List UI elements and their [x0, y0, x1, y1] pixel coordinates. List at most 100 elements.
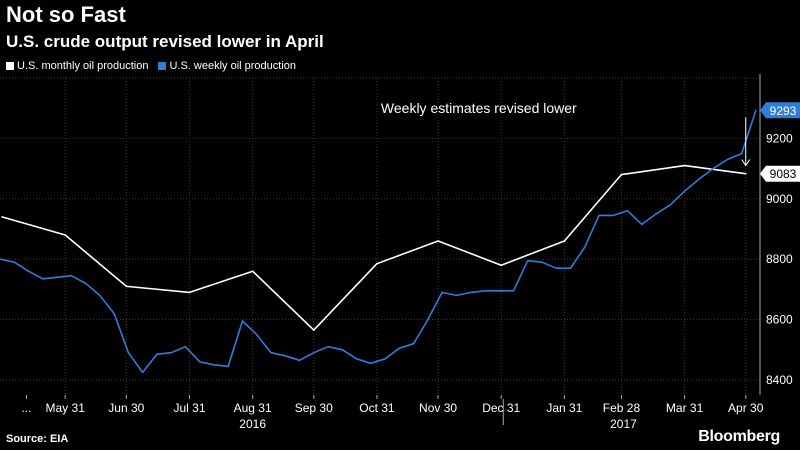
series-line-weekly — [0, 110, 757, 374]
y-tick-label: 8600 — [766, 313, 793, 327]
x-tick-label: Dec 31 — [482, 401, 520, 415]
data-point-weekly — [612, 214, 615, 217]
axis-layer: 8400 8600 8800 9000 9200... May 31 Jun 30 Jul 3… — [21, 74, 800, 431]
data-point-weekly — [469, 291, 472, 294]
data-point-weekly — [241, 320, 244, 322]
end-label-box-weekly — [760, 102, 800, 119]
legend-swatch-weekly — [158, 62, 167, 70]
data-point-weekly — [56, 276, 58, 279]
legend-item-monthly: U.S. monthly oil production — [6, 60, 148, 72]
data-point-weekly — [84, 282, 87, 285]
data-point-weekly — [327, 345, 329, 348]
annotation-text: Weekly estimates revised lower — [381, 100, 577, 116]
x-tick-label: Aug 31 — [234, 401, 272, 415]
annotation-arrow-head — [741, 159, 751, 167]
x-tick-label: Oct 31 — [359, 401, 395, 415]
data-point-weekly — [526, 259, 529, 262]
data-point-weekly — [384, 357, 386, 360]
data-point-monthly — [563, 240, 566, 242]
data-point-weekly — [113, 312, 115, 315]
year-label: 2016 — [239, 417, 266, 431]
data-point-weekly — [13, 261, 16, 263]
data-point-monthly — [188, 291, 191, 294]
data-point-weekly — [455, 294, 458, 297]
data-point-weekly — [740, 152, 743, 155]
grid-layer — [0, 77, 760, 395]
x-tick-label: Nov 30 — [419, 401, 457, 415]
x-tick-label: Feb 28 — [603, 401, 641, 415]
data-point-weekly — [312, 351, 315, 354]
bloomberg-logo: Bloomberg — [698, 428, 780, 445]
data-point-weekly — [512, 290, 515, 292]
data-point-weekly — [598, 214, 600, 217]
data-point-weekly — [755, 109, 757, 112]
data-point-weekly — [583, 246, 586, 248]
data-point-weekly — [0, 258, 1, 260]
series-layer — [0, 109, 757, 374]
data-point-weekly — [99, 294, 101, 297]
data-point-weekly — [213, 364, 215, 366]
y-tick-label: 8400 — [766, 373, 793, 387]
data-point-weekly — [298, 359, 301, 362]
data-point-monthly — [500, 264, 503, 266]
source-note: Source: EIA — [6, 433, 69, 445]
data-point-weekly — [712, 167, 714, 170]
data-point-monthly — [683, 164, 686, 167]
data-point-weekly — [270, 351, 272, 354]
data-point-monthly — [1, 216, 3, 218]
data-point-monthly — [620, 173, 623, 176]
data-point-monthly — [125, 285, 128, 288]
x-tick-label: ... — [21, 401, 31, 415]
data-point-weekly — [398, 347, 401, 350]
data-point-weekly — [41, 277, 44, 280]
data-point-weekly — [683, 190, 686, 193]
data-point-weekly — [341, 348, 344, 351]
x-tick-label: Apr 30 — [728, 401, 764, 415]
data-point-weekly — [370, 362, 372, 365]
y-tick-label: 9200 — [766, 131, 793, 145]
x-tick-label: Mar 31 — [666, 401, 704, 415]
data-point-monthly — [744, 172, 747, 175]
annotation-layer: Weekly estimates revised lower — [381, 100, 751, 167]
end-label-box-monthly — [760, 165, 800, 182]
data-point-monthly — [437, 240, 439, 242]
data-point-weekly — [284, 354, 287, 357]
data-point-monthly — [64, 234, 67, 236]
data-point-weekly — [541, 261, 543, 263]
data-point-weekly — [198, 360, 201, 363]
data-point-weekly — [170, 351, 172, 354]
chart-subtitle: U.S. crude output revised lower in April — [6, 32, 324, 51]
data-point-weekly — [227, 365, 230, 368]
data-point-weekly — [655, 213, 657, 215]
data-point-weekly — [127, 351, 130, 354]
data-point-weekly — [184, 345, 187, 348]
data-point-weekly — [641, 223, 643, 226]
data-point-weekly — [141, 371, 144, 374]
chart-title: Not so Fast — [6, 2, 126, 27]
legend-item-weekly: U.S. weekly oil production — [158, 60, 296, 72]
data-point-weekly — [255, 333, 258, 336]
legend: U.S. monthly oil production U.S. weekly … — [6, 60, 296, 72]
data-point-monthly — [251, 270, 254, 273]
data-point-weekly — [726, 158, 729, 161]
data-point-weekly — [498, 290, 500, 292]
data-point-weekly — [427, 318, 429, 321]
y-tick-label: 8800 — [766, 252, 793, 266]
data-point-weekly — [412, 342, 415, 345]
data-point-weekly — [669, 204, 672, 206]
data-point-weekly — [555, 267, 558, 270]
x-tick-label: Sep 30 — [295, 401, 333, 415]
data-point-weekly — [27, 270, 30, 273]
legend-label-weekly: U.S. weekly oil production — [169, 60, 297, 72]
data-point-weekly — [626, 210, 629, 212]
x-tick-label: Jun 30 — [108, 401, 144, 415]
data-point-weekly — [156, 353, 158, 356]
data-point-weekly — [698, 178, 700, 180]
end-label-weekly: 9293 — [770, 104, 797, 118]
data-point-weekly — [355, 357, 358, 360]
x-tick-label: Jul 31 — [173, 401, 205, 415]
data-point-weekly — [441, 291, 443, 294]
y-tick-label: 9000 — [766, 192, 793, 206]
data-point-monthly — [376, 262, 378, 265]
